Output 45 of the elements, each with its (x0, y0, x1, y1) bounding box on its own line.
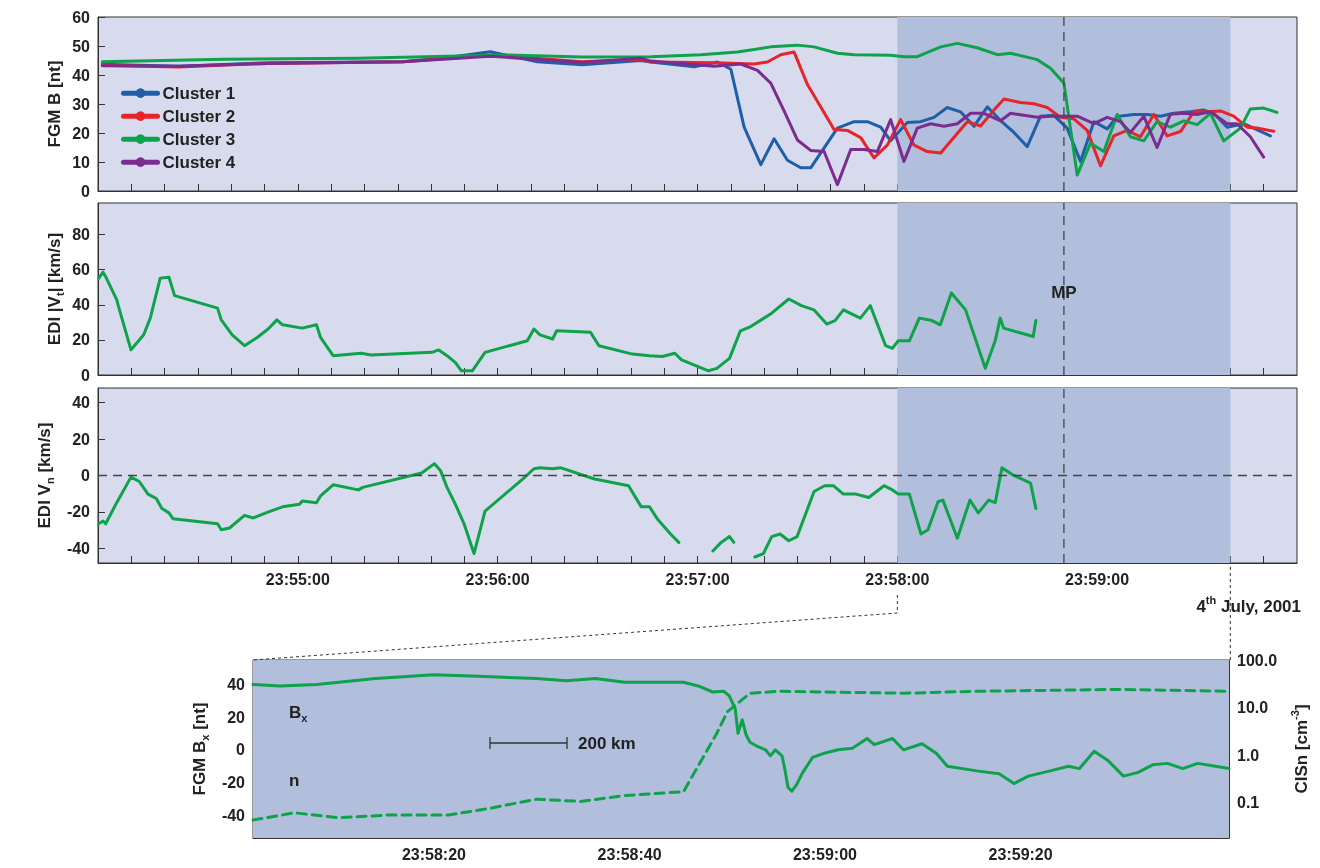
x-tick-label: 23:58:40 (597, 845, 662, 863)
y-tick-label: 80 (72, 226, 91, 244)
y-tick-label: 40 (72, 66, 91, 84)
y-tick-label: 20 (72, 124, 91, 142)
x-tick-label: 23:58:20 (401, 845, 467, 863)
y2-tick-label: 10.0 (1237, 699, 1269, 717)
y-tick-label: 0 (81, 467, 91, 484)
y-tick-label: 20 (227, 708, 246, 726)
x-tick-label: 23:55:00 (265, 570, 330, 588)
y-tick-label: 0 (81, 366, 91, 384)
x-tick-label: 23:56:00 (465, 570, 530, 588)
y-tick-label: 40 (227, 676, 246, 693)
legend-label: Cluster 3 (162, 129, 236, 149)
legend-label: Cluster 1 (162, 83, 236, 103)
y-tick-label: 20 (72, 430, 91, 448)
y-axis-title: FGM B [nt] (44, 60, 64, 148)
x-tick-label: 23:58:00 (865, 570, 930, 588)
series-label: B$_{x}$ (289, 703, 309, 725)
y-tick-label: 50 (72, 37, 91, 55)
legend-label: Cluster 4 (162, 152, 236, 172)
y-tick-label: 10 (72, 153, 91, 171)
y2-tick-label: 0.1 (1237, 794, 1260, 812)
y-tick-label: -20 (221, 773, 246, 791)
series-label: n (289, 770, 300, 790)
y-tick-label: 0 (81, 182, 91, 200)
annotation: 200 km (578, 733, 636, 753)
legend-label: Cluster 2 (162, 106, 236, 126)
y-tick-label: 20 (72, 331, 91, 349)
x-tick-label: 23:57:00 (665, 570, 730, 588)
ref-line-label: MP (1051, 282, 1077, 302)
y-tick-label: 60 (72, 261, 91, 279)
y-tick-label: 0 (236, 741, 246, 759)
x-tick-label: 23:59:00 (792, 845, 858, 863)
y2-tick-label: 1.0 (1237, 746, 1260, 764)
y2-tick-label: 100.0 (1237, 651, 1278, 669)
y-tick-label: 40 (72, 394, 91, 412)
y-tick-label: -40 (221, 806, 246, 824)
y-tick-label: 60 (72, 8, 91, 26)
text: 4$^{th}$ July, 2001 (1196, 594, 1301, 616)
y-tick-label: -20 (66, 503, 91, 521)
y-tick-label: 40 (72, 296, 91, 314)
y-tick-label: -40 (66, 539, 91, 557)
y-tick-label: 30 (72, 95, 91, 113)
x-tick-label: 23:59:00 (1065, 570, 1130, 588)
x-tick-label: 23:59:20 (988, 845, 1053, 863)
